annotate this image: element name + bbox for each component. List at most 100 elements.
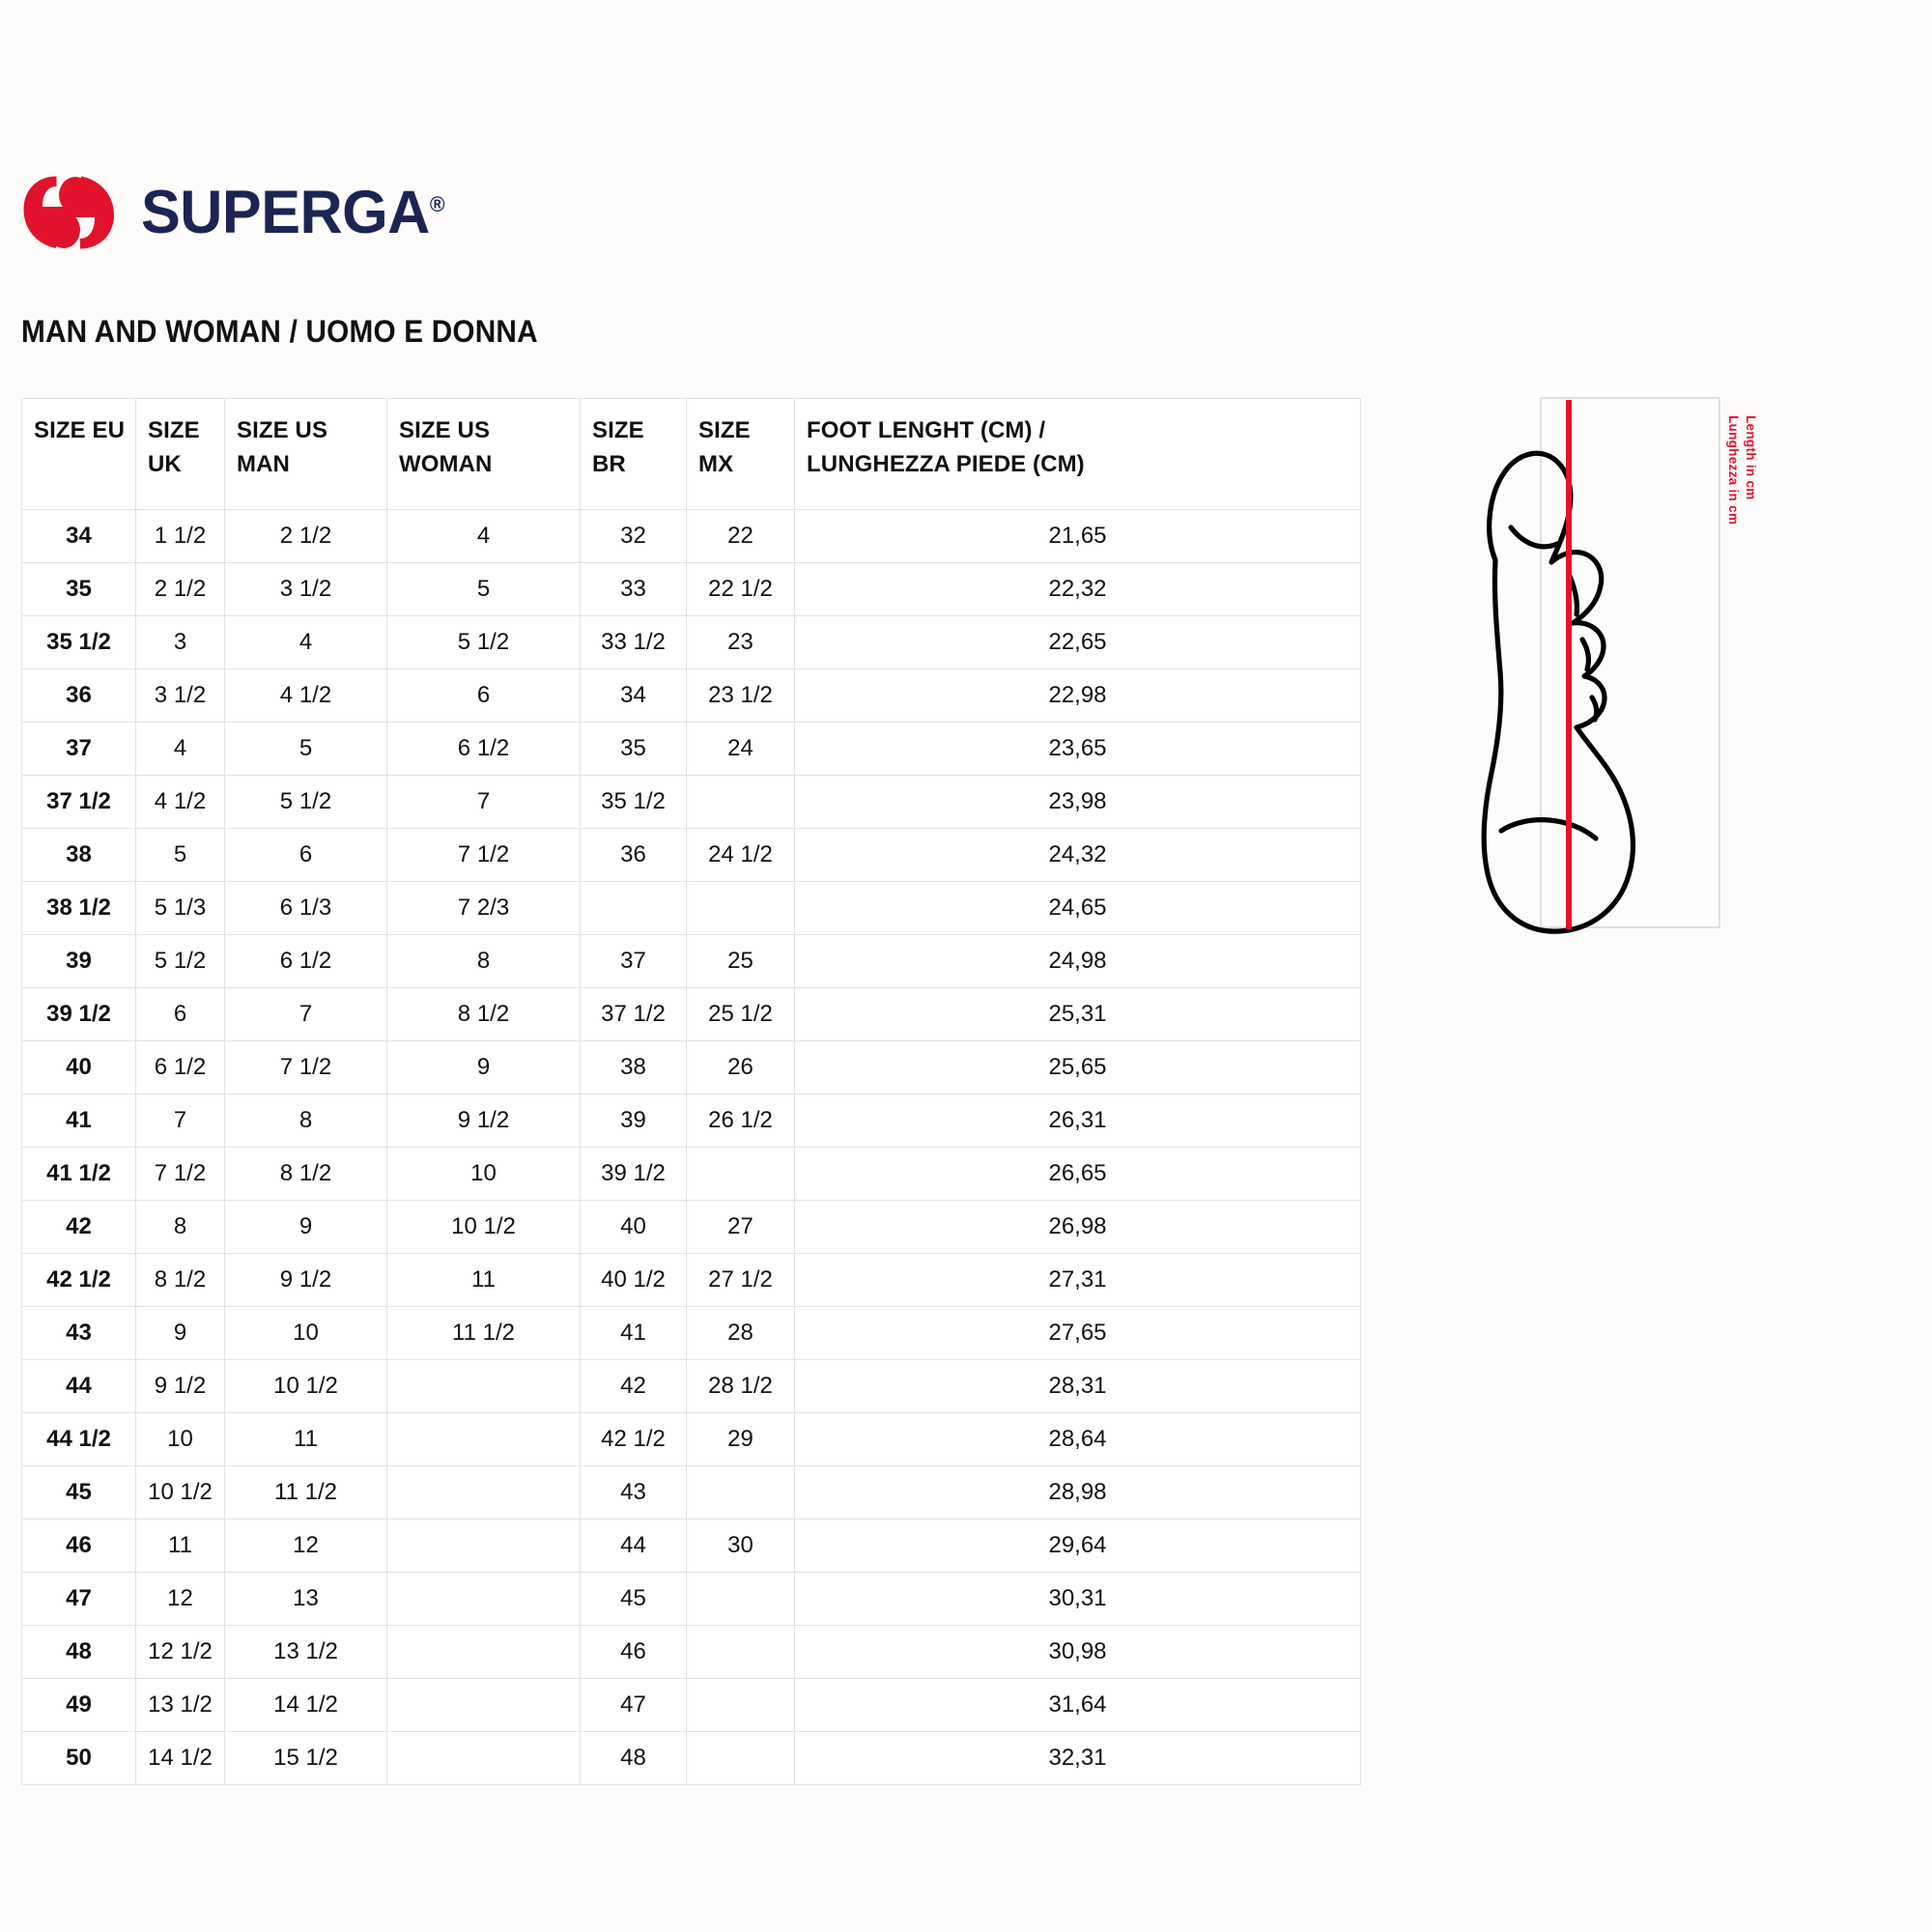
cell-usm: 11 1/2 [224, 1465, 387, 1520]
cell-len: 24,32 [794, 828, 1361, 882]
cell-usm: 8 1/2 [224, 1147, 387, 1201]
cell-usw: 9 1/2 [386, 1094, 581, 1148]
cell-len: 23,98 [794, 775, 1361, 829]
cell-mx: 24 [686, 722, 795, 776]
cell-br: 34 [580, 668, 687, 723]
cell-usw: 9 [386, 1040, 581, 1094]
cell-len: 26,98 [794, 1200, 1361, 1254]
cell-usw [386, 1465, 581, 1520]
cell-eu: 50 [21, 1731, 136, 1785]
measure-label-it: Lunghezza in cm [1726, 415, 1741, 525]
cell-eu: 41 [21, 1094, 136, 1148]
cell-br: 32 [580, 509, 687, 563]
cell-mx [686, 775, 795, 829]
cell-len: 28,31 [794, 1359, 1361, 1413]
cell-usw [386, 1519, 581, 1573]
cell-usw: 6 1/2 [386, 722, 581, 776]
cell-mx: 26 [686, 1040, 795, 1094]
table-row: 45 10 1/2 11 1/2 43 28,98 [21, 1465, 1361, 1520]
cell-len: 24,65 [794, 881, 1361, 935]
cell-usm: 13 1/2 [224, 1625, 387, 1679]
cell-len: 32,31 [794, 1731, 1361, 1785]
table-row: 41 7 8 9 1/2 39 26 1/2 26,31 [21, 1094, 1361, 1148]
cell-uk: 7 1/2 [135, 1147, 225, 1201]
table-row: 43 9 10 11 1/2 41 28 27,65 [21, 1306, 1361, 1360]
cell-mx: 25 [686, 934, 795, 988]
cell-eu: 37 [21, 722, 136, 776]
cell-mx: 27 [686, 1200, 795, 1254]
cell-usw: 11 1/2 [386, 1306, 581, 1360]
cell-eu: 37 1/2 [21, 775, 136, 829]
table-row: 38 5 6 7 1/2 36 24 1/2 24,32 [21, 828, 1361, 882]
cell-br: 42 1/2 [580, 1412, 687, 1466]
cell-len: 26,31 [794, 1094, 1361, 1148]
cell-usw: 7 2/3 [386, 881, 581, 935]
cell-uk: 9 1/2 [135, 1359, 225, 1413]
table-row: 36 3 1/2 4 1/2 6 34 23 1/2 22,98 [21, 668, 1361, 723]
cell-usw [386, 1359, 581, 1413]
cell-br: 37 1/2 [580, 987, 687, 1041]
cell-usm: 2 1/2 [224, 509, 387, 563]
cell-usw [386, 1412, 581, 1466]
brand-wordmark: SUPERGA® [141, 182, 445, 243]
cell-usm: 3 1/2 [224, 562, 387, 616]
cell-uk: 5 1/2 [135, 934, 225, 988]
cell-br: 38 [580, 1040, 687, 1094]
cell-usw [386, 1731, 581, 1785]
table-body: 34 1 1/2 2 1/2 4 32 22 21,65 35 2 1/2 3 1/2 5 33 22 … [21, 509, 1361, 1785]
cell-eu: 39 [21, 934, 136, 988]
cell-len: 21,65 [794, 509, 1361, 563]
cell-uk: 9 [135, 1306, 225, 1360]
cell-usm: 6 1/3 [224, 881, 387, 935]
cell-usm: 10 [224, 1306, 387, 1360]
cell-eu: 40 [21, 1040, 136, 1094]
cell-uk: 7 [135, 1094, 225, 1148]
cell-usm: 12 [224, 1519, 387, 1573]
cell-usw: 4 [386, 509, 581, 563]
cell-br: 33 [580, 562, 687, 616]
cell-len: 25,65 [794, 1040, 1361, 1094]
column-header-foot-length: FOOT LENGHT (CM) / LUNGHEZZA PIEDE (CM) [794, 398, 1361, 510]
column-header-size-br: SIZE BR [580, 398, 687, 510]
cell-br: 46 [580, 1625, 687, 1679]
measure-label-en: Length in cm [1744, 415, 1758, 500]
cell-uk: 3 1/2 [135, 668, 225, 723]
foot-outline-icon [1481, 450, 1636, 934]
table-row: 42 1/2 8 1/2 9 1/2 11 40 1/2 27 1/2 27,31 [21, 1253, 1361, 1307]
cell-usw: 11 [386, 1253, 581, 1307]
cell-br: 41 [580, 1306, 687, 1360]
cell-mx: 25 1/2 [686, 987, 795, 1041]
cell-uk: 10 [135, 1412, 225, 1466]
cell-len: 22,32 [794, 562, 1361, 616]
cell-br: 47 [580, 1678, 687, 1732]
column-header-size-eu: SIZE EU [21, 398, 136, 510]
cell-uk: 10 1/2 [135, 1465, 225, 1520]
cell-uk: 11 [135, 1519, 225, 1573]
cell-usw [386, 1572, 581, 1626]
column-header-size-us-woman: SIZE US WOMAN [386, 398, 581, 510]
table-row: 39 1/2 6 7 8 1/2 37 1/2 25 1/2 25,31 [21, 987, 1361, 1041]
cell-eu: 44 1/2 [21, 1412, 136, 1466]
cell-mx: 28 [686, 1306, 795, 1360]
cell-mx: 24 1/2 [686, 828, 795, 882]
foot-measurement-diagram: Length in cm Lunghezza in cm [1468, 386, 1797, 956]
table-row: 41 1/2 7 1/2 8 1/2 10 39 1/2 26,65 [21, 1147, 1361, 1201]
column-header-size-us-man: SIZE US MAN [224, 398, 387, 510]
cell-eu: 46 [21, 1519, 136, 1573]
cell-uk: 1 1/2 [135, 509, 225, 563]
cell-usw: 7 1/2 [386, 828, 581, 882]
table-row: 37 1/2 4 1/2 5 1/2 7 35 1/2 23,98 [21, 775, 1361, 829]
cell-usw: 8 [386, 934, 581, 988]
cell-usw: 5 1/2 [386, 615, 581, 669]
table-row: 42 8 9 10 1/2 40 27 26,98 [21, 1200, 1361, 1254]
cell-eu: 42 [21, 1200, 136, 1254]
cell-eu: 45 [21, 1465, 136, 1520]
cell-br: 48 [580, 1731, 687, 1785]
cell-uk: 6 [135, 987, 225, 1041]
cell-usm: 8 [224, 1094, 387, 1148]
table-row: 50 14 1/2 15 1/2 48 32,31 [21, 1731, 1361, 1785]
cell-len: 31,64 [794, 1678, 1361, 1732]
cell-len: 22,65 [794, 615, 1361, 669]
cell-usm: 13 [224, 1572, 387, 1626]
table-row: 46 11 12 44 30 29,64 [21, 1519, 1361, 1573]
